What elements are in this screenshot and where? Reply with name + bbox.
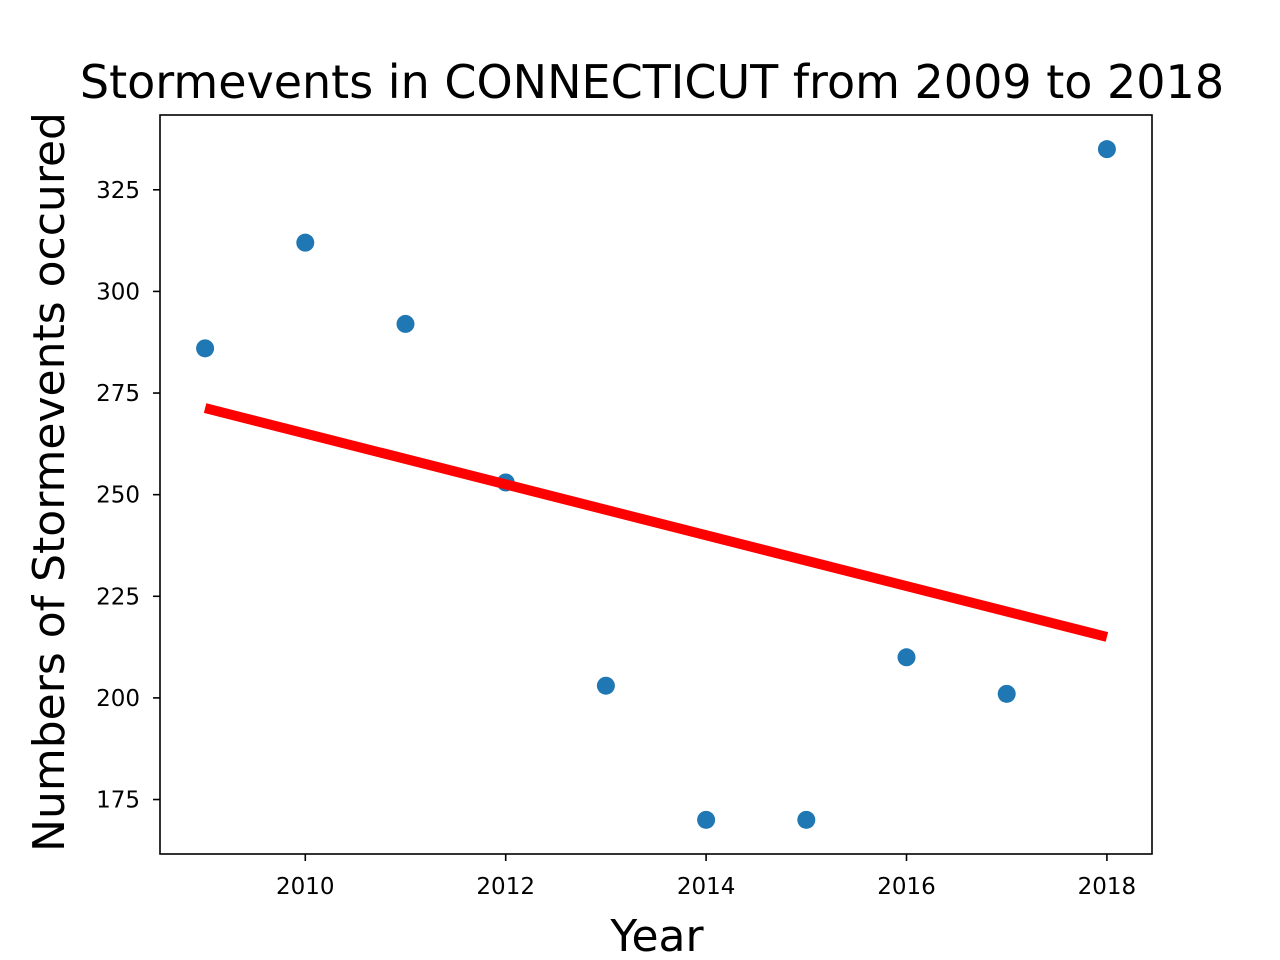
x-tick-label: 2012	[476, 874, 535, 900]
scatter-point	[897, 648, 916, 667]
scatter-point	[1097, 140, 1116, 159]
scatter-point	[797, 810, 816, 829]
scatter-point	[296, 233, 315, 252]
y-tick-label: 300	[96, 279, 140, 305]
y-tick-label: 250	[96, 483, 140, 509]
trend-line	[203, 403, 1109, 642]
scatter-point	[997, 684, 1016, 703]
x-tick-label: 2018	[1078, 874, 1137, 900]
x-tick-label: 2016	[877, 874, 936, 900]
plot-layer	[196, 140, 1116, 829]
y-tick-label: 175	[96, 788, 140, 814]
scatter-point	[697, 810, 716, 829]
x-tick-label: 2010	[276, 874, 335, 900]
y-axis-label: Numbers of Stormevents occured	[24, 112, 75, 852]
y-tick-label: 200	[96, 686, 140, 712]
tick-layer: 2010 2012 2014 2016 2018 175 200 225 250 275 300 32…	[96, 178, 1136, 900]
plot-frame	[159, 114, 1153, 855]
y-tick-label: 325	[96, 178, 140, 204]
y-tick-label: 225	[96, 584, 140, 610]
x-tick-label: 2014	[677, 874, 736, 900]
scatter-point	[596, 676, 615, 695]
y-tick-label: 275	[96, 381, 140, 407]
scatter-point	[196, 339, 215, 358]
scatter-point	[396, 314, 415, 333]
chart-title: Stormevents in CONNECTICUT from 2009 to …	[80, 55, 1224, 109]
x-axis-label: Year	[609, 911, 704, 960]
